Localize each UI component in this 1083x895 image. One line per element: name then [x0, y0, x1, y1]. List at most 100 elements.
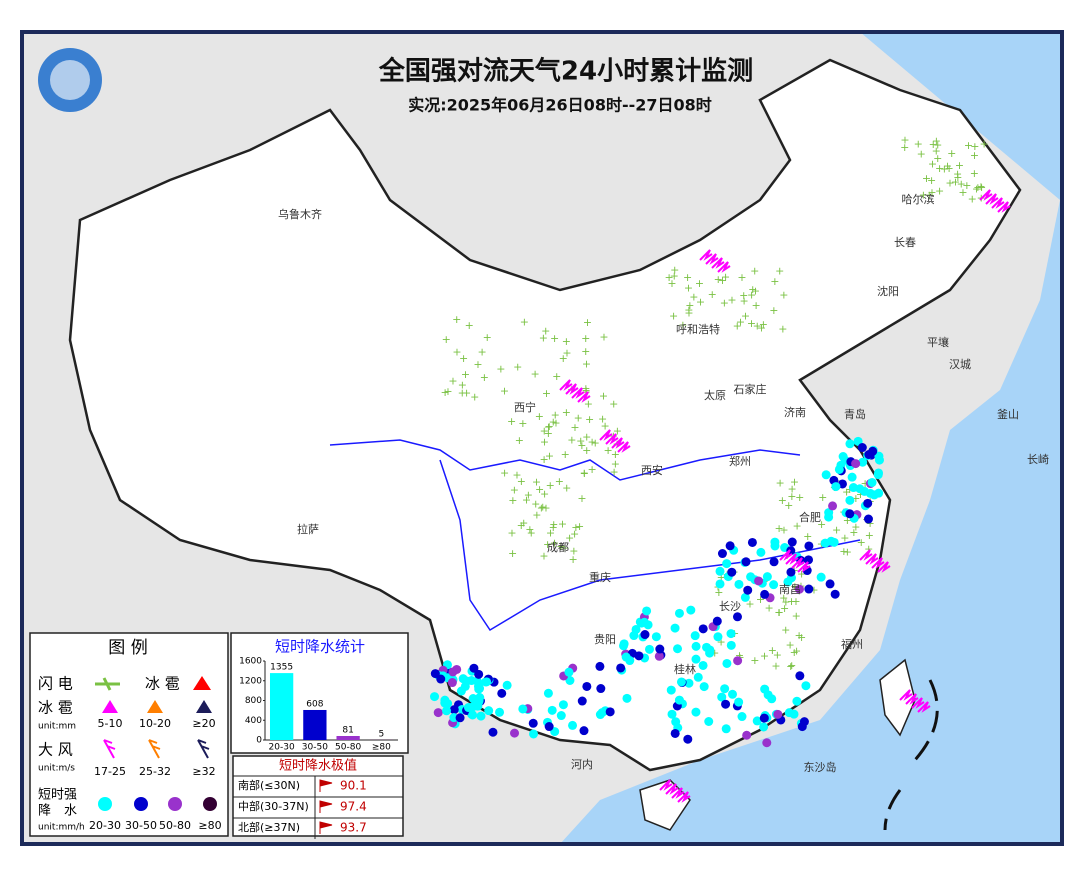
river [439, 459, 861, 632]
wind-mark [785, 553, 799, 565]
rain-dot [726, 640, 736, 650]
rain-dot [715, 579, 725, 589]
lightning-mark: + [757, 321, 766, 334]
lightning-mark: + [684, 303, 693, 316]
lightning-mark: + [545, 450, 554, 463]
rain-dot [845, 439, 855, 449]
lightning-mark: + [480, 371, 489, 384]
lightning-mark: + [549, 518, 558, 531]
lightning-mark: + [442, 333, 451, 346]
lightning-mark: + [843, 546, 852, 559]
rain-symbol [203, 797, 217, 811]
rain-dot [654, 651, 664, 661]
lightning-mark: + [462, 387, 471, 400]
rain-dot [565, 676, 575, 686]
chart: 0 400 800 1200 1600 20-30 1355 30-50 608 50-80 81 ≥… [239, 657, 398, 753]
wind-mark [611, 437, 625, 449]
lightning-mark: + [540, 424, 549, 437]
lightning-mark: + [567, 383, 576, 396]
lightning-mark: + [524, 488, 533, 501]
lightning-mark: + [900, 133, 909, 146]
lightning-mark: + [552, 370, 561, 383]
rain-symbol [134, 797, 148, 811]
rain-dot [497, 688, 507, 698]
lightning-mark: + [919, 188, 928, 201]
lightning-mark: + [581, 382, 590, 395]
wind-mark [665, 783, 679, 795]
rain-dot [752, 716, 762, 726]
rain-dot [667, 709, 677, 719]
rain-dot [691, 641, 701, 651]
extreme-value: 93.7 [340, 821, 367, 835]
lightning-mark: + [748, 283, 757, 296]
wind-mark [779, 549, 793, 561]
lightning-mark: + [932, 134, 941, 147]
y-tick-label: 0 [256, 736, 262, 746]
legend-range: ≥80 [198, 819, 221, 832]
lightning-mark: + [792, 644, 801, 657]
lightning-mark: + [546, 479, 555, 492]
place-label: 福州 [841, 637, 863, 651]
lightning-mark: + [900, 141, 909, 154]
place-label: 贵阳 [594, 633, 616, 646]
lightning-mark: + [753, 320, 762, 333]
lightning-mark: + [774, 606, 783, 619]
legend-title: 图 例 [108, 638, 147, 658]
rain-dot [673, 644, 683, 654]
wind-mark [717, 261, 731, 273]
lightning-mark: + [790, 475, 799, 488]
legend-range: 50-80 [159, 819, 191, 832]
lightning-mark: + [544, 427, 553, 440]
legend-items: 5-10 10-20 ≥20 17-25 25-32 ≥32 20-30 30-50 50-80… [89, 700, 222, 832]
rain-dot [448, 667, 458, 677]
wind-mark [617, 441, 631, 453]
lightning-mark: + [933, 138, 942, 151]
lightning-mark: + [832, 523, 841, 536]
lightning-mark: + [775, 606, 784, 619]
subtitle: 实况:2025年06月26日08时--27日08时 [408, 96, 712, 115]
value-label: 608 [306, 699, 323, 709]
lightning-mark: + [541, 325, 550, 338]
lightning-mark: + [559, 352, 568, 365]
rain-dot [743, 585, 753, 595]
rain-dot [644, 644, 654, 654]
rain-dot [640, 630, 650, 640]
rain-dot [651, 632, 661, 642]
lightning-mark: + [779, 288, 788, 301]
lightning-mark: + [733, 320, 742, 333]
rain-dot [821, 470, 831, 480]
lightning-mark: + [513, 360, 522, 373]
rain-dot [469, 663, 479, 673]
rain-dot [786, 567, 796, 577]
lightning-mark: + [518, 417, 527, 430]
lightning-mark: + [604, 444, 613, 457]
wind-mark [677, 791, 691, 803]
lightning-mark: + [560, 541, 569, 554]
wind-mark [559, 379, 573, 391]
legend-range: 17-25 [94, 765, 126, 778]
lightning-mark: + [745, 597, 754, 610]
rain-dot [848, 483, 858, 493]
lightning-mark: + [714, 273, 723, 286]
wind-mark [865, 553, 879, 565]
place-label: 釜山 [997, 407, 1019, 421]
rain-dot [725, 541, 735, 551]
rain-dot [834, 464, 844, 474]
wind-mark [565, 383, 579, 395]
rain-dot [759, 722, 769, 732]
lightning-mark: + [843, 514, 852, 527]
lightning-mark: + [922, 172, 931, 185]
rain-dot [510, 728, 520, 738]
rain-dot [801, 681, 811, 691]
lightning-mark: + [611, 448, 620, 461]
lightning-mark: + [764, 602, 773, 615]
lightning-mark: + [611, 458, 620, 471]
lightning-mark: + [582, 430, 591, 443]
lightning-mark: + [458, 379, 467, 392]
lightning-mark: + [580, 467, 589, 480]
lightning-mark: + [540, 487, 549, 500]
wind-mark [705, 253, 719, 265]
rain-dot [449, 705, 459, 715]
rain-dot [792, 696, 802, 706]
